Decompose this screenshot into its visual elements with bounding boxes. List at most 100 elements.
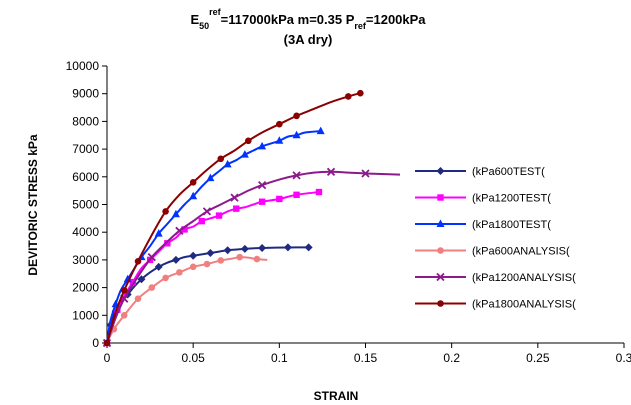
- data-point: [137, 275, 146, 284]
- data-point: [189, 263, 197, 271]
- data-point: [181, 226, 188, 233]
- data-point: [230, 193, 239, 202]
- x-tick-label: 0.25: [526, 351, 550, 365]
- data-point: [293, 191, 300, 199]
- data-point: [304, 243, 313, 252]
- data-point: [189, 179, 197, 186]
- data-point: [223, 159, 232, 168]
- title-part: ref: [209, 7, 222, 17]
- data-point: [236, 253, 243, 261]
- title-part: =1200kPa: [366, 12, 426, 27]
- data-point: [120, 287, 128, 294]
- series-2: [103, 188, 323, 347]
- data-point: [176, 269, 183, 276]
- series-layer: [102, 89, 401, 348]
- title-part: 50: [199, 21, 209, 31]
- data-point: [164, 240, 171, 247]
- legend-label: (kPa1200ANALYSIS(: [472, 272, 576, 284]
- legend-item: (kPa600ANALYSIS(: [415, 246, 570, 258]
- legend-item: (kPa1800TEST(: [415, 219, 551, 231]
- y-tick-label: 5000: [72, 198, 99, 212]
- legend-item: (kPa1200TEST(: [415, 193, 551, 205]
- x-tick-label: 0: [104, 351, 111, 365]
- y-tick-label: 2000: [72, 281, 99, 295]
- data-point: [175, 226, 184, 235]
- legend-label: (kPa1200TEST(: [472, 193, 551, 205]
- data-point: [283, 243, 292, 252]
- data-point: [292, 171, 301, 180]
- data-point: [206, 248, 215, 257]
- data-point: [293, 112, 300, 120]
- y-tick-label: 7000: [72, 142, 99, 156]
- legend-marker: [436, 167, 445, 175]
- x-tick-label: 0.3: [616, 351, 631, 365]
- series-line: [106, 170, 401, 344]
- data-point: [189, 191, 198, 200]
- legend-marker: [436, 272, 445, 282]
- series-line: [106, 191, 320, 344]
- title-part: ref: [354, 21, 367, 31]
- legend-label: (kPa600TEST(: [472, 166, 545, 178]
- y-tick-label: 0: [92, 336, 99, 350]
- data-point: [206, 173, 215, 182]
- legend-marker: [437, 247, 444, 254]
- legend-item: (kPa1200ANALYSIS(: [415, 272, 576, 284]
- axes: 0 0.05 0.1 0.15 0.2 0.25 0.3 0 1000 2000 3000 4000 5…: [66, 59, 631, 365]
- data-point: [154, 229, 163, 237]
- data-point: [162, 208, 169, 215]
- y-tick-label: 8000: [72, 114, 99, 128]
- data-point: [217, 155, 225, 163]
- data-point: [276, 195, 283, 203]
- data-point: [148, 284, 156, 291]
- x-tick-label: 0.05: [181, 351, 205, 365]
- title-part: =117000kPa m=0.35 P: [221, 12, 355, 27]
- data-point: [245, 137, 252, 145]
- legend-item: (kPa1800ANALYSIS(: [415, 299, 576, 311]
- data-point: [257, 180, 267, 190]
- legend-marker: [437, 300, 444, 307]
- data-point: [129, 278, 137, 286]
- data-point: [198, 217, 205, 225]
- legend-item: (kPa600TEST(: [415, 166, 545, 178]
- data-point: [154, 262, 163, 271]
- x-tick-label: 0.2: [443, 351, 460, 365]
- x-tick-label: 0.15: [354, 351, 378, 365]
- y-tick-label: 9000: [72, 87, 99, 101]
- data-point: [292, 130, 301, 139]
- legend-label: (kPa1800TEST(: [472, 219, 551, 231]
- y-tick-label: 3000: [72, 253, 99, 267]
- data-point: [202, 207, 212, 216]
- chart-title-line2: (3A dry): [284, 32, 333, 47]
- data-point: [120, 312, 128, 319]
- data-point: [147, 252, 156, 262]
- legend-marker: [436, 219, 445, 227]
- x-axis-title: STRAIN: [314, 389, 359, 403]
- legend-label: (kPa1800ANALYSIS(: [472, 299, 576, 311]
- data-point: [253, 255, 261, 263]
- y-tick-label: 4000: [72, 225, 99, 239]
- data-point: [326, 167, 336, 176]
- data-point: [217, 257, 225, 264]
- data-point: [344, 93, 352, 100]
- data-point: [240, 244, 249, 253]
- data-point: [240, 150, 249, 158]
- y-tick-label: 6000: [72, 170, 99, 184]
- legend: (kPa600TEST( (kPa1200TEST( (kPa1800TEST( (k…: [415, 166, 576, 311]
- y-tick-label: 1000: [72, 308, 99, 322]
- data-point: [276, 120, 283, 128]
- data-point: [258, 141, 267, 150]
- data-point: [357, 89, 364, 97]
- chart-title-line1: E50ref=117000kPa m=0.35 Pref=1200kPa: [190, 7, 426, 31]
- legend-marker: [437, 194, 444, 201]
- data-point: [171, 255, 180, 264]
- data-point: [316, 126, 325, 135]
- data-point: [215, 212, 223, 219]
- series-6: [103, 89, 364, 347]
- data-point: [162, 274, 169, 282]
- x-tick-label: 0.1: [271, 351, 288, 365]
- data-point: [258, 198, 266, 205]
- data-point: [275, 136, 284, 144]
- title-part: E: [190, 12, 199, 27]
